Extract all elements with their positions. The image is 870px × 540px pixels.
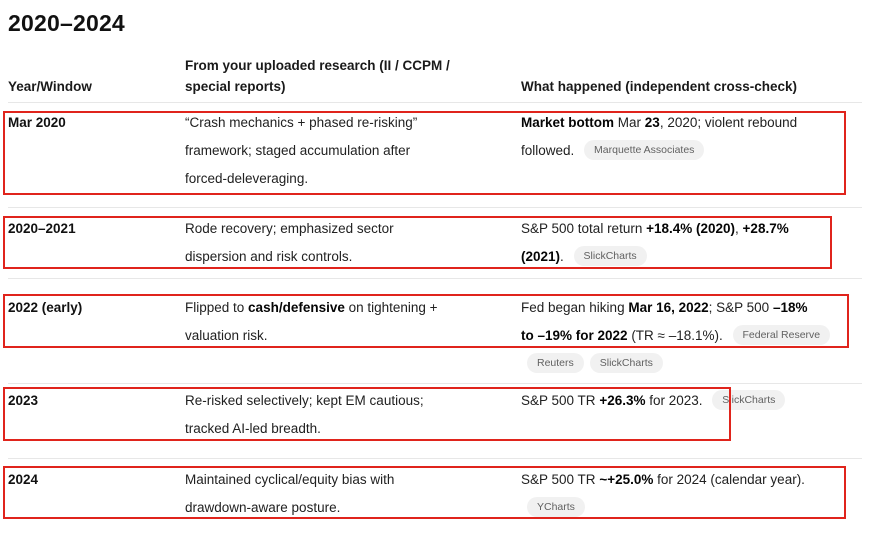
cell-year-row4: 2023 [8,393,39,408]
cell-research-row5: Maintained cyclical/equity bias with draw… [185,472,395,515]
cell-happened-row1: Market bottom Mar 23, 2020; violent rebo… [521,115,798,160]
cell-research-row3: Flipped to cash/defensive on tightening … [185,300,438,343]
row-divider [8,278,862,279]
cell-year-row1: Mar 2020 [8,115,66,130]
source-badge[interactable]: YCharts [527,497,585,517]
source-badge[interactable]: SlickCharts [573,246,647,266]
header-divider [8,102,862,103]
source-badge[interactable]: Reuters [527,353,584,373]
cell-research-row4: Re-risked selectively; kept EM cautious;… [185,393,424,436]
source-badge[interactable]: Marquette Associates [584,140,705,160]
cell-research-row1: “Crash mechanics + phased re-risking” fra… [185,115,418,186]
column-header-uploaded-research: From your uploaded research (II / CCPM /… [185,58,450,94]
cell-happened-row5: S&P 500 TR ~+25.0% for 2024 (calendar ye… [521,466,865,522]
row-divider [8,458,862,459]
cell-happened-row4: S&P 500 TR +26.3% for 2023. SlickCharts [521,387,865,415]
source-badge[interactable]: SlickCharts [589,353,663,373]
cell-year-row3: 2022 (early) [8,300,83,315]
page-title: 2020–2024 [8,10,125,36]
cell-happened-row3: Fed began hiking Mar 16, 2022; S&P 500 –… [521,294,865,378]
column-header-year-window: Year/Window [8,79,92,94]
cell-year-row5: 2024 [8,472,39,487]
column-header-what-happened: What happened (independent cross-check) [521,79,798,94]
row-divider [8,383,862,384]
source-badge[interactable]: Federal Reserve [732,325,831,345]
row-divider [8,207,862,208]
cell-happened-row2: S&P 500 total return +18.4% (2020), +28.… [521,221,789,266]
source-badge[interactable]: SlickCharts [712,390,786,410]
cell-year-row2: 2020–2021 [8,221,76,236]
cell-research-row2: Rode recovery; emphasized sector dispersi… [185,221,394,264]
